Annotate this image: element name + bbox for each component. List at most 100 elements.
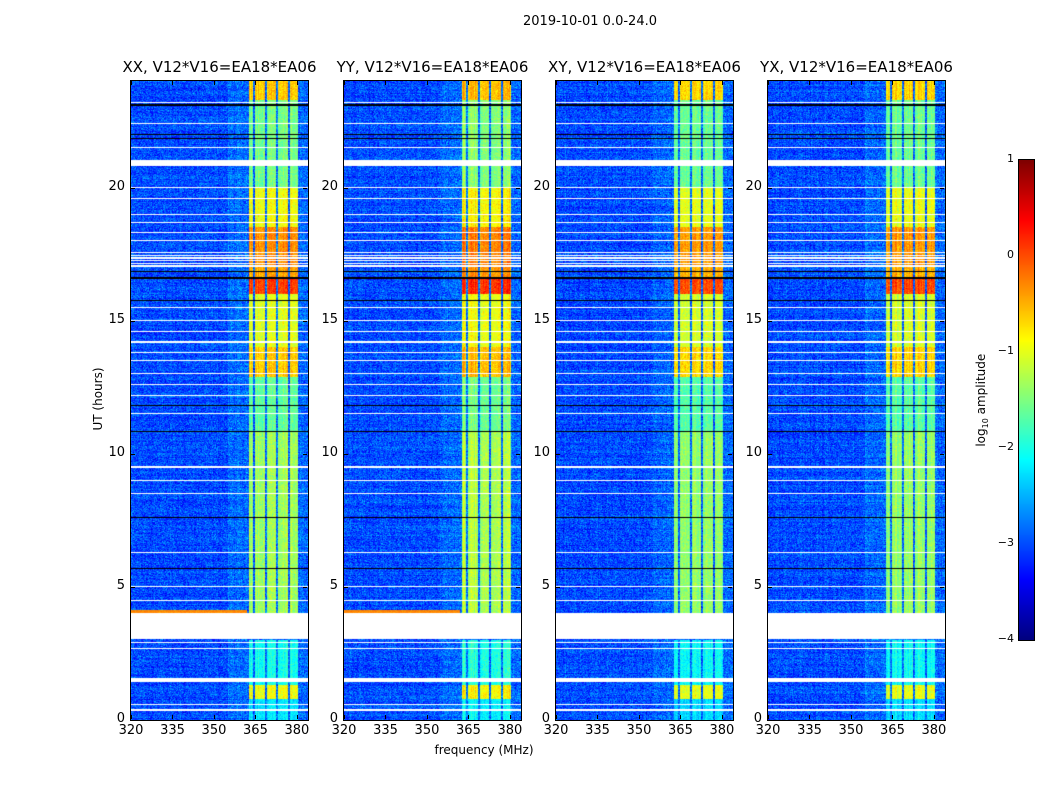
x-tick-label: 380: [497, 723, 523, 738]
x-tick-label: 320: [543, 723, 569, 738]
x-tick-mark: [556, 715, 557, 719]
y-tick-label: 15: [533, 311, 550, 327]
x-tick-mark: [680, 81, 682, 85]
x-tick-label: 320: [331, 723, 357, 738]
y-tick-label: 10: [108, 444, 125, 460]
x-tick-label: 380: [284, 723, 310, 738]
x-tick-label: 365: [456, 723, 481, 738]
x-tick-mark: [509, 81, 511, 85]
y-tick-label: 5: [329, 577, 338, 593]
y-tick-mark: [768, 720, 772, 721]
y-tick-label: 15: [108, 311, 125, 327]
y-tick-mark: [516, 187, 520, 189]
y-tick-mark: [940, 320, 944, 322]
y-tick-label: 20: [321, 178, 338, 194]
y-tick-label: 10: [321, 444, 338, 460]
y-tick-mark: [516, 320, 520, 322]
y-tick-label: 0: [329, 711, 338, 726]
y-tick-mark: [303, 187, 307, 189]
y-tick-mark: [728, 586, 732, 588]
x-tick-mark: [213, 81, 215, 85]
x-tick-mark: [296, 715, 298, 719]
y-tick-mark: [940, 187, 944, 189]
y-tick-mark: [728, 720, 732, 721]
y-tick-label: 15: [745, 311, 762, 327]
x-tick-mark: [172, 81, 174, 85]
x-tick-label: 380: [921, 723, 947, 738]
y-tick-mark: [728, 187, 732, 189]
heatmap-xy: [556, 81, 733, 720]
y-tick-mark: [940, 720, 944, 721]
colorbar-tick-label: −4: [997, 632, 1014, 645]
x-tick-mark: [385, 81, 387, 85]
x-tick-label: 320: [755, 723, 781, 738]
y-tick-mark: [728, 453, 732, 455]
x-tick-label: 365: [668, 723, 693, 738]
x-tick-mark: [509, 715, 511, 719]
y-tick-mark: [940, 586, 944, 588]
y-tick-mark: [556, 187, 560, 189]
y-tick-mark: [344, 187, 348, 189]
y-tick-mark: [344, 453, 348, 455]
x-tick-label: 335: [160, 723, 185, 738]
x-tick-mark: [680, 715, 682, 719]
y-tick-mark: [768, 187, 772, 189]
x-tick-mark: [468, 715, 470, 719]
heatmap-yy: [344, 81, 521, 720]
x-tick-label: 335: [373, 723, 398, 738]
y-tick-label: 15: [321, 311, 338, 327]
x-tick-mark: [255, 81, 257, 85]
y-tick-label: 20: [745, 178, 762, 194]
x-tick-mark: [721, 81, 723, 85]
x-tick-mark: [426, 715, 428, 719]
y-tick-mark: [516, 453, 520, 455]
x-tick-label: 365: [243, 723, 268, 738]
y-tick-mark: [344, 320, 348, 322]
x-tick-mark: [131, 715, 132, 719]
x-tick-mark: [344, 715, 345, 719]
y-tick-mark: [728, 320, 732, 322]
colorbar-tick-label: −2: [997, 440, 1014, 453]
x-tick-label: 350: [414, 723, 440, 738]
panel-xx: XX, V12*V16=EA18*EA06: [122, 58, 317, 721]
y-tick-mark: [131, 187, 135, 189]
x-tick-mark: [809, 715, 811, 719]
x-tick-mark: [468, 81, 470, 85]
y-tick-label: 0: [541, 711, 550, 726]
x-tick-mark: [597, 715, 599, 719]
y-tick-mark: [303, 720, 307, 721]
y-tick-label: 10: [533, 444, 550, 460]
colorbar-label-sub: 10: [981, 418, 991, 429]
colorbar-tick-label: 1: [1007, 152, 1014, 165]
panel-yx: YX, V12*V16=EA18*EA06: [760, 58, 953, 721]
x-tick-mark: [892, 715, 894, 719]
heatmap-xx: [131, 81, 308, 720]
x-tick-mark: [850, 715, 852, 719]
y-tick-mark: [940, 453, 944, 455]
x-tick-label: 335: [797, 723, 822, 738]
x-tick-mark: [556, 81, 557, 85]
x-tick-label: 335: [585, 723, 610, 738]
y-tick-mark: [768, 453, 772, 455]
figure-title: 2019-10-01 0.0-24.0: [523, 14, 657, 29]
x-tick-label: 380: [709, 723, 735, 738]
panel-xy: XY, V12*V16=EA18*EA06: [548, 58, 741, 721]
colorbar-tick-label: −1: [997, 344, 1014, 357]
panel-title: XY, V12*V16=EA18*EA06: [548, 58, 741, 76]
x-tick-mark: [426, 81, 428, 85]
y-tick-mark: [303, 320, 307, 322]
panel-title: YX, V12*V16=EA18*EA06: [760, 58, 953, 76]
y-tick-label: 5: [753, 577, 762, 593]
x-tick-mark: [638, 81, 640, 85]
x-tick-mark: [638, 715, 640, 719]
x-tick-label: 350: [201, 723, 227, 738]
y-tick-label: 0: [753, 711, 762, 726]
y-tick-mark: [768, 586, 772, 588]
y-tick-mark: [131, 720, 135, 721]
y-tick-label: 0: [116, 711, 125, 726]
x-tick-mark: [768, 81, 769, 85]
x-tick-label: 320: [118, 723, 144, 738]
y-tick-label: 20: [533, 178, 550, 194]
heatmap-yx: [768, 81, 945, 720]
